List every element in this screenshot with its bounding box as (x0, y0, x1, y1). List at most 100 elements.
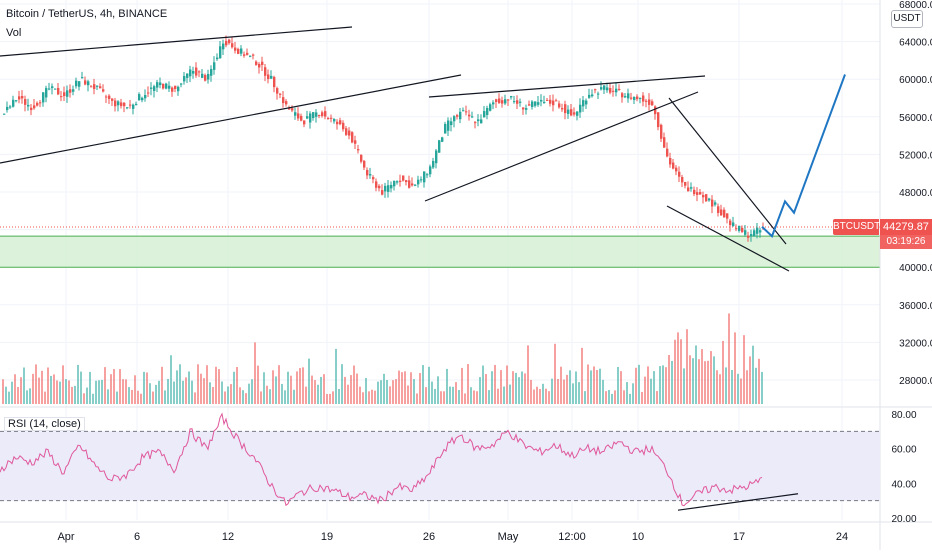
candle-body (291, 108, 294, 111)
candle-body (36, 102, 39, 106)
trend-line (0, 26, 353, 57)
volume-bar (101, 379, 103, 404)
currency-button[interactable]: USDT (891, 10, 923, 28)
volume-bar (98, 380, 100, 404)
volume-bar (545, 388, 547, 404)
volume-bar (80, 371, 82, 404)
volume-bar (578, 382, 580, 404)
volume-bar (761, 371, 763, 404)
volume-bar (140, 393, 142, 404)
volume-bar (425, 387, 427, 404)
volume-bar (206, 365, 208, 404)
volume-bar (554, 343, 556, 404)
volume-bar (110, 374, 112, 404)
volume-bar (74, 385, 76, 404)
candle-body (399, 180, 402, 182)
candle-body (699, 192, 702, 195)
volume-bar (497, 388, 499, 404)
volume-bar (89, 371, 91, 404)
volume-bar (170, 355, 172, 404)
candle-body (255, 61, 258, 65)
candle-body (753, 230, 756, 237)
candle-body (351, 132, 354, 143)
volume-bar (686, 329, 688, 404)
volume-bar (755, 367, 757, 404)
candle-body (654, 106, 657, 115)
candle-body (624, 96, 627, 98)
candle-body (306, 116, 309, 119)
volume-bar (512, 371, 514, 404)
volume-bar (38, 377, 40, 404)
candle-body (693, 189, 696, 195)
candle-body (33, 105, 36, 109)
volume-bar (650, 378, 652, 404)
volume-bar (371, 389, 373, 404)
volume-bar (584, 391, 586, 404)
volume-bar (86, 387, 88, 404)
volume-bar (356, 373, 358, 404)
volume-bar (125, 379, 127, 404)
candle-body (135, 103, 138, 105)
candle-body (147, 92, 150, 94)
candles (3, 35, 765, 242)
volume-bar (731, 369, 733, 404)
volume-bar (161, 366, 163, 404)
time-tick-label: 19 (321, 531, 333, 543)
volume-bar (104, 367, 106, 404)
candle-body (315, 112, 318, 117)
volume-bar (671, 360, 673, 404)
candle-body (171, 87, 174, 92)
volume-bar (95, 380, 97, 404)
volume-bar (152, 391, 154, 404)
price-tick-label: 48000.00 (899, 188, 932, 199)
volume-bar (503, 386, 505, 404)
candle-body (288, 107, 291, 110)
candle-body (387, 185, 390, 192)
volume-bar (311, 375, 313, 404)
candle-body (102, 89, 105, 92)
candle-body (117, 101, 120, 106)
time-tick-label: 6 (134, 531, 140, 543)
candle-body (132, 104, 135, 109)
volume-bar (41, 370, 43, 404)
volume-bar (314, 380, 316, 404)
candle-body (402, 175, 405, 181)
candle-body (732, 222, 735, 226)
volume-bar (134, 375, 136, 404)
candle-body (96, 85, 99, 87)
candle-body (177, 86, 180, 92)
volume-bar (203, 378, 205, 404)
volume-bar (260, 391, 262, 404)
candle-body (297, 113, 300, 119)
volume-bar (701, 349, 703, 404)
volume-bar (743, 335, 745, 404)
volume-bar (68, 380, 70, 404)
candle-body (687, 187, 690, 192)
candle-body (717, 206, 720, 213)
rsi-band (0, 431, 880, 501)
candle-body (618, 88, 621, 90)
candle-body (510, 96, 513, 98)
volume-bar (146, 372, 148, 404)
candle-body (525, 108, 528, 110)
volume-bar (581, 347, 583, 404)
candle-body (537, 102, 540, 105)
candle-body (141, 97, 144, 101)
candle-body (735, 228, 738, 230)
candle-body (27, 104, 30, 107)
volume-bar (587, 364, 589, 404)
candle-body (522, 107, 525, 110)
candle-body (240, 48, 243, 54)
candle-body (51, 86, 54, 89)
volume-bar (683, 368, 685, 404)
candle-body (153, 86, 156, 91)
volume-bar (215, 366, 217, 404)
candle-body (63, 92, 66, 97)
candle-body (531, 101, 534, 107)
price-tick-label: 64000.00 (899, 38, 932, 49)
candle-body (393, 180, 396, 187)
price-tick-label: 28000.00 (899, 376, 932, 387)
candle-body (15, 100, 18, 102)
